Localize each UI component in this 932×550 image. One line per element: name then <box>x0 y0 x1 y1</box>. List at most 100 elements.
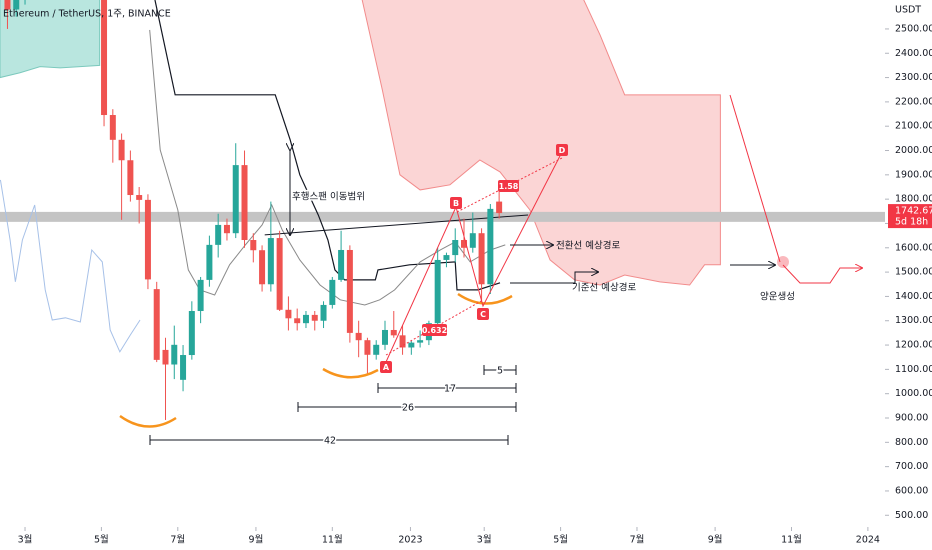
y-tick-label: 1200.00 <box>895 340 932 351</box>
span-bracket <box>377 383 517 393</box>
x-tick-label: 9월 <box>249 534 264 546</box>
y-tick-label: 600.00 <box>895 485 928 496</box>
y-tick-label: 2500.00 <box>895 23 932 34</box>
forecast-line <box>729 94 781 263</box>
y-tick-label: 1900.00 <box>895 169 932 180</box>
candle-body <box>417 340 424 343</box>
point-label: D <box>559 146 566 155</box>
cloud <box>0 0 101 79</box>
span-label: 26 <box>402 403 414 414</box>
candle-body <box>180 355 187 380</box>
axis-unit: USDT <box>895 5 921 16</box>
candle-body <box>241 165 248 241</box>
span-bracket <box>297 402 517 412</box>
arc <box>119 414 177 428</box>
y-tick-label: 1100.00 <box>895 364 932 375</box>
candle-body <box>364 340 371 355</box>
candle-body <box>171 344 178 365</box>
y-tick-label: 2200.00 <box>895 96 932 107</box>
indicator-line <box>264 214 529 236</box>
arrows <box>149 150 775 445</box>
annotation-text: 전환선 예상경로 <box>556 240 620 252</box>
candle-body <box>329 279 336 305</box>
annotations: 42 26 17 5 후행스팬 이동범위 전환선 예상경로 기준선 예상경로 양… <box>119 94 862 448</box>
y-tick-label: 500.00 <box>895 510 928 521</box>
candle-body <box>487 208 494 285</box>
point-tag <box>380 361 392 373</box>
indicator-line <box>0 179 141 353</box>
y-tick-label: 700.00 <box>895 461 928 472</box>
candle-body <box>127 160 134 196</box>
candle-body <box>144 199 151 280</box>
candle-body <box>4 0 11 10</box>
indicator-line <box>149 29 506 306</box>
y-tick-label: 1400.00 <box>895 291 932 302</box>
x-tick-label: 2024 <box>856 535 880 546</box>
span-bracket <box>483 365 517 375</box>
y-tick-label: 2400.00 <box>895 48 932 59</box>
y-tick-label: 1800.00 <box>895 194 932 205</box>
x-tick-label: 5월 <box>94 534 109 546</box>
ratio-tag <box>422 324 447 336</box>
pattern-line <box>385 151 563 363</box>
point-label: C <box>480 310 486 319</box>
annotation-text: 후행스팬 이동범위 <box>292 191 365 203</box>
candle-body <box>294 318 301 324</box>
y-tick-label: 800.00 <box>895 437 928 448</box>
annotation-text: 기준선 예상경로 <box>572 282 636 294</box>
candle-body <box>109 115 116 140</box>
candle-body <box>188 311 195 356</box>
point-tag <box>450 197 462 209</box>
candle-body <box>223 224 230 234</box>
candle-body <box>390 329 397 336</box>
y-tick-label: 900.00 <box>895 413 928 424</box>
candle-body <box>443 255 450 260</box>
span-label: 42 <box>324 436 336 447</box>
price-axis <box>885 0 932 550</box>
chart-title: Ethereum / TetherUS, 1주, BINANCE <box>3 9 171 20</box>
candle-body <box>118 139 125 161</box>
arrow <box>510 272 598 284</box>
cloud <box>361 0 721 286</box>
candle-body <box>469 233 476 248</box>
candle-body <box>373 344 380 355</box>
forecast-point <box>777 256 789 268</box>
candle-body <box>408 342 415 348</box>
countdown: 5d 18h <box>895 217 928 228</box>
candle-body <box>381 329 388 345</box>
y-tick-label: 2000.00 <box>895 145 932 156</box>
candle-body <box>232 165 239 234</box>
candle-body <box>320 304 327 321</box>
candle-body <box>276 238 283 310</box>
candle-body <box>452 240 459 256</box>
pattern-dotted <box>385 299 484 356</box>
candle-body <box>101 0 108 116</box>
arc <box>457 292 513 305</box>
candle-body <box>250 240 257 251</box>
x-tick-label: 11월 <box>781 534 802 546</box>
candle-body <box>302 314 309 324</box>
price-tag <box>888 204 932 229</box>
x-tick-label: 3월 <box>18 534 33 546</box>
span-label: 17 <box>444 384 456 395</box>
span-label: 5 <box>497 366 503 377</box>
x-tick-label: 7월 <box>630 534 645 546</box>
y-tick-label: 1600.00 <box>895 242 932 253</box>
y-tick-label: 1300.00 <box>895 315 932 326</box>
y-tick-label: 2300.00 <box>895 72 932 83</box>
point-label: B <box>453 199 459 208</box>
y-tick-label: 2100.00 <box>895 121 932 132</box>
candle-body <box>346 249 353 333</box>
candle-body <box>259 250 266 285</box>
y-tick-label: 1000.00 <box>895 388 932 399</box>
point-tag <box>477 308 489 320</box>
y-tick-label: 1500.00 <box>895 267 932 278</box>
candle-body <box>206 244 213 280</box>
point-tag <box>556 144 568 156</box>
span-bracket <box>149 435 509 445</box>
candle-body <box>399 335 406 348</box>
price-label: 1742.67 <box>895 206 932 217</box>
candle-body <box>153 289 160 360</box>
axes: 500.00 600.00 700.00 800.00 900.00 1000.00 110… <box>18 23 932 546</box>
